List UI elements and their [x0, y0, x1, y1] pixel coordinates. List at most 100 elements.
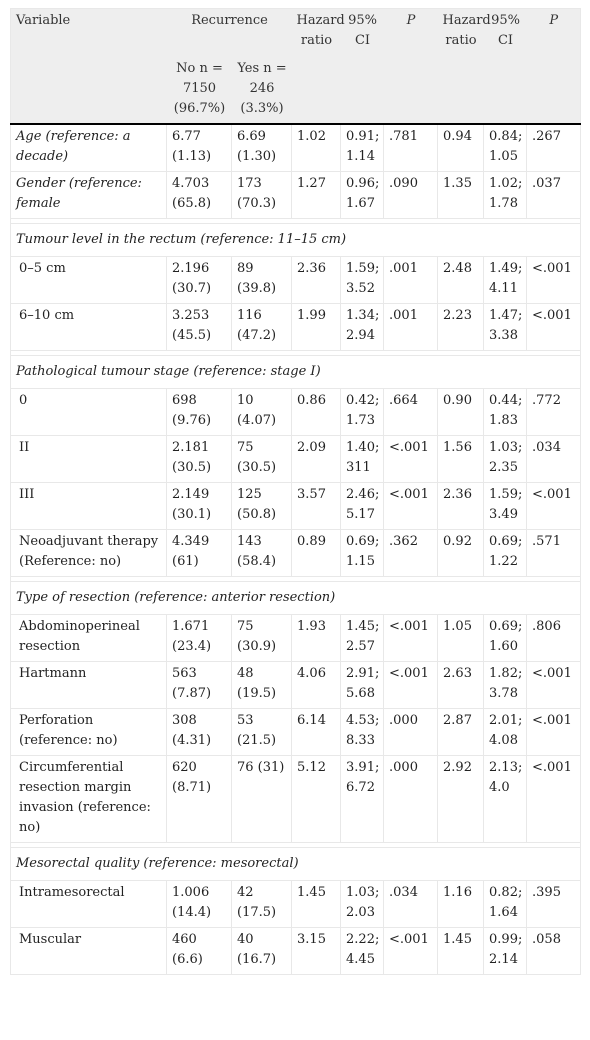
cell-ci1: 2.22; 4.45 — [340, 927, 385, 975]
table-row: Perforation (reference: no) 308 (4.31) 5… — [10, 708, 581, 756]
cell-p2: .267 — [526, 124, 581, 172]
cell-p1: .000 — [383, 755, 439, 843]
cell-yes: 143 (58.4) — [231, 529, 293, 577]
table-row: Gender (reference: female 4.703 (65.8) 1… — [10, 171, 581, 219]
cell-p1: .781 — [383, 124, 439, 172]
cell-no: 698 (9.76) — [166, 388, 232, 436]
cell-no: 4.703 (65.8) — [166, 171, 232, 219]
cell-p2: <.001 — [526, 708, 581, 756]
cell-hr2: 1.05 — [437, 614, 485, 662]
cell-hr2: 2.48 — [437, 256, 485, 304]
cell-ci1: 1.34; 2.94 — [340, 303, 385, 351]
header-recurrence: Recurrence — [166, 8, 292, 55]
cell-hr2: 2.92 — [437, 755, 485, 843]
header-blank — [383, 55, 438, 125]
section-header: Pathological tumour stage (reference: st… — [10, 355, 581, 389]
cell-no: 4.349 (61) — [166, 529, 232, 577]
row-label: 0 — [10, 388, 167, 436]
cell-yes: 53 (21.5) — [231, 708, 293, 756]
cell-hr1: 4.06 — [291, 661, 342, 709]
table-row: III 2.149 (30.1) 125 (50.8) 3.57 2.46; 5… — [10, 482, 581, 530]
cell-ci2: 1.59; 3.49 — [483, 482, 528, 530]
section-spacer — [10, 350, 581, 356]
cell-ci1: 2.46; 5.17 — [340, 482, 385, 530]
cell-p1: <.001 — [383, 435, 439, 483]
cell-yes: 6.69 (1.30) — [231, 124, 293, 172]
table-body: Age (reference: a decade) 6.77 (1.13) 6.… — [10, 124, 581, 975]
cell-ci2: 2.01; 4.08 — [483, 708, 528, 756]
header-ci-2: 95% CI — [483, 8, 527, 55]
table-row: Abdominoperineal resection 1.671 (23.4) … — [10, 614, 581, 662]
cell-no: 620 (8.71) — [166, 755, 232, 843]
header-no-group: No n = 7150 (96.7%) — [166, 55, 232, 125]
section-title: Tumour level in the rectum (reference: 1… — [10, 223, 581, 257]
row-label: Muscular — [10, 927, 167, 975]
cell-no: 6.77 (1.13) — [166, 124, 232, 172]
cell-no: 563 (7.87) — [166, 661, 232, 709]
cell-hr1: 0.89 — [291, 529, 342, 577]
results-table: Variable Recurrence Hazard ratio 95% CI … — [10, 8, 582, 975]
cell-ci2: 1.03; 2.35 — [483, 435, 528, 483]
cell-hr1: 2.36 — [291, 256, 342, 304]
table-row: 0 698 (9.76) 10 (4.07) 0.86 0.42; 1.73 .… — [10, 388, 581, 436]
cell-no: 2.181 (30.5) — [166, 435, 232, 483]
cell-p1: .001 — [383, 303, 439, 351]
cell-ci1: 0.69; 1.15 — [340, 529, 385, 577]
cell-p2: .571 — [526, 529, 581, 577]
cell-ci1: 1.45; 2.57 — [340, 614, 385, 662]
cell-yes: 89 (39.8) — [231, 256, 293, 304]
cell-ci2: 1.49; 4.11 — [483, 256, 528, 304]
row-label: Circumferential resection margin invasio… — [10, 755, 167, 843]
cell-no: 308 (4.31) — [166, 708, 232, 756]
section-spacer — [10, 218, 581, 224]
cell-hr2: 1.16 — [437, 880, 485, 928]
cell-p1: .090 — [383, 171, 439, 219]
section-header: Type of resection (reference: anterior r… — [10, 581, 581, 615]
section-header: Tumour level in the rectum (reference: 1… — [10, 223, 581, 257]
header-hazard-ratio-2: Hazard ratio — [437, 8, 491, 55]
header-hazard-ratio-1: Hazard ratio — [291, 8, 345, 55]
cell-no: 1.671 (23.4) — [166, 614, 232, 662]
cell-hr1: 6.14 — [291, 708, 342, 756]
row-label: Gender (reference: female — [10, 171, 167, 219]
cell-no: 460 (6.6) — [166, 927, 232, 975]
cell-hr1: 1.27 — [291, 171, 342, 219]
cell-yes: 40 (16.7) — [231, 927, 293, 975]
cell-ci2: 0.69; 1.60 — [483, 614, 528, 662]
cell-p2: .037 — [526, 171, 581, 219]
table-row: 0–5 cm 2.196 (30.7) 89 (39.8) 2.36 1.59;… — [10, 256, 581, 304]
header-p-1: P — [383, 8, 438, 55]
cell-no: 2.196 (30.7) — [166, 256, 232, 304]
cell-hr1: 1.45 — [291, 880, 342, 928]
cell-p1: <.001 — [383, 614, 439, 662]
cell-p2: <.001 — [526, 661, 581, 709]
cell-hr1: 1.99 — [291, 303, 342, 351]
table-header: Variable Recurrence Hazard ratio 95% CI … — [10, 8, 581, 125]
spacer-cell — [10, 576, 581, 582]
cell-p2: .395 — [526, 880, 581, 928]
cell-yes: 173 (70.3) — [231, 171, 293, 219]
row-label: Age (reference: a decade) — [10, 124, 167, 172]
table-container: Variable Recurrence Hazard ratio 95% CI … — [10, 8, 582, 975]
table-row: Age (reference: a decade) 6.77 (1.13) 6.… — [10, 124, 581, 172]
cell-p1: .001 — [383, 256, 439, 304]
cell-ci1: 4.53; 8.33 — [340, 708, 385, 756]
header-blank — [437, 55, 484, 125]
cell-yes: 75 (30.5) — [231, 435, 293, 483]
cell-no: 3.253 (45.5) — [166, 303, 232, 351]
cell-hr2: 0.92 — [437, 529, 485, 577]
row-label: 6–10 cm — [10, 303, 167, 351]
cell-ci1: 0.42; 1.73 — [340, 388, 385, 436]
cell-ci2: 1.82; 3.78 — [483, 661, 528, 709]
cell-hr1: 3.15 — [291, 927, 342, 975]
cell-ci1: 2.91; 5.68 — [340, 661, 385, 709]
section-title: Type of resection (reference: anterior r… — [10, 581, 581, 615]
cell-ci2: 0.69; 1.22 — [483, 529, 528, 577]
cell-hr2: 0.94 — [437, 124, 485, 172]
cell-yes: 75 (30.9) — [231, 614, 293, 662]
cell-hr2: 1.45 — [437, 927, 485, 975]
cell-p2: <.001 — [526, 755, 581, 843]
cell-hr2: 2.36 — [437, 482, 485, 530]
cell-p1: <.001 — [383, 927, 439, 975]
header-blank — [291, 55, 341, 125]
